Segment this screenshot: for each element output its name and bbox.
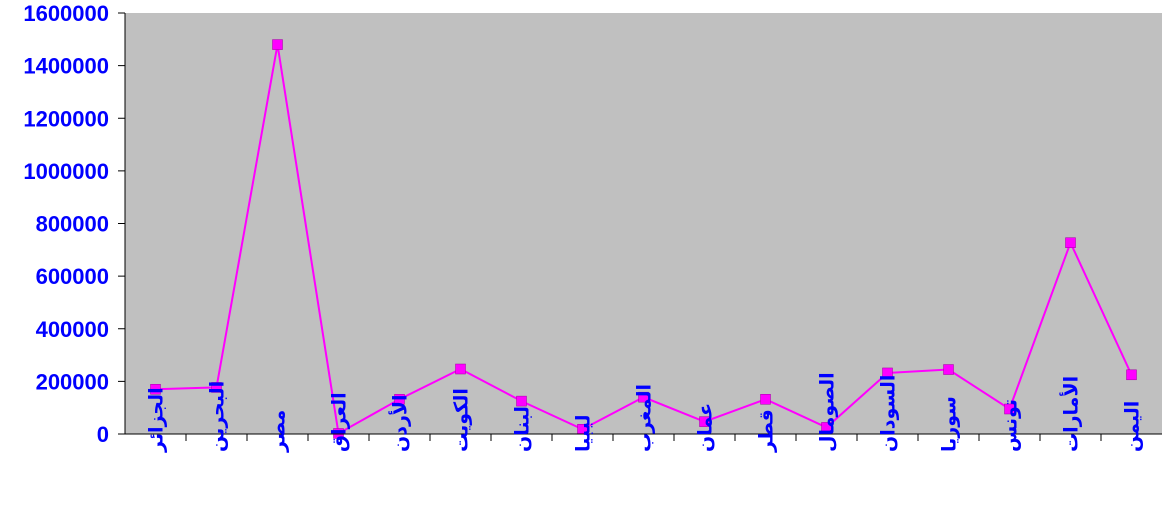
x-tick-label: المغرب (634, 384, 656, 452)
y-tick-label: 1400000 (23, 54, 109, 79)
data-point-marker (943, 364, 954, 375)
y-tick-label: 1200000 (23, 106, 109, 131)
x-tick-label: سوريا (939, 396, 961, 452)
x-tick-label: لبنان (512, 406, 534, 452)
data-point-marker (211, 382, 222, 393)
x-tick-label: اليمن (1122, 401, 1144, 452)
data-point-marker (272, 39, 283, 50)
y-tick-label: 600000 (36, 264, 109, 289)
data-point-marker (638, 391, 649, 403)
data-point-marker (150, 384, 161, 395)
x-tick-label: الكويت (451, 388, 473, 452)
x-tick-label: تونس (1000, 399, 1022, 452)
x-axis-ticks (185, 434, 1102, 441)
y-tick-label: 0 (97, 422, 109, 447)
data-point-marker (333, 428, 344, 439)
data-point-marker (821, 422, 832, 433)
x-tick-label: ليبيا (573, 414, 595, 452)
y-tick-label: 1600000 (23, 1, 109, 26)
x-axis-labels: الجزائر البحرين مصر العراق الأردن الكويت لبنان… (146, 372, 1144, 453)
data-point-marker (699, 416, 710, 427)
x-tick-label: الأردن (389, 394, 412, 452)
data-point-marker (1126, 369, 1137, 381)
data-point-marker (882, 367, 893, 379)
y-axis-ticks (118, 12, 125, 435)
data-point-marker (760, 394, 771, 405)
x-tick-label: الجزائر (146, 387, 168, 453)
y-tick-label: 800000 (36, 212, 109, 237)
x-tick-label: الصومال (817, 372, 839, 452)
x-tick-label: العراق (329, 392, 351, 452)
data-point-marker (455, 363, 466, 375)
x-tick-label: السودان (878, 375, 900, 452)
x-tick-label: البحرين (207, 381, 229, 452)
x-tick-label: الأمارات (1060, 376, 1083, 452)
x-tick-label: قطر (756, 409, 778, 453)
y-axis-labels: 0 200000 400000 600000 800000 1000000 1200000 1… (23, 1, 109, 447)
series-markers (150, 39, 1137, 439)
x-tick-label: مصر (268, 410, 290, 453)
plot-area (125, 13, 1162, 434)
y-tick-label: 200000 (36, 369, 109, 394)
data-point-marker (516, 395, 527, 407)
data-point-marker (1004, 403, 1015, 415)
y-tick-label: 1000000 (23, 159, 109, 184)
data-point-marker (1065, 237, 1076, 248)
x-tick-label: عمان (695, 403, 717, 452)
y-tick-label: 400000 (36, 317, 109, 342)
data-point-marker (394, 394, 405, 405)
